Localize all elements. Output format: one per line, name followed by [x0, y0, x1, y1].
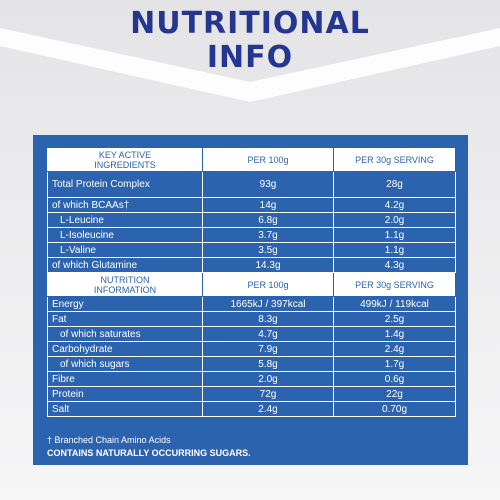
- row-label: Energy: [47, 296, 203, 312]
- header-text: PER 100g: [247, 154, 289, 165]
- table-row: Total Protein Complex 93g 28g: [47, 171, 456, 198]
- table-row: Salt 2.4g 0.70g: [47, 401, 456, 417]
- row-value: 0.70g: [333, 401, 456, 417]
- table-row: of which saturates 4.7g 1.4g: [47, 326, 456, 342]
- header-cell: PER 100g: [202, 272, 334, 297]
- nutrition-table: KEY ACTIVE INGREDIENTS PER 100g PER 30g SE…: [47, 147, 456, 417]
- row-label: L-Leucine: [47, 212, 203, 228]
- row-label: of which sugars: [47, 356, 203, 372]
- row-value: 8.3g: [202, 311, 334, 327]
- header-cell: PER 100g: [202, 147, 334, 172]
- header-row: KEY ACTIVE INGREDIENTS PER 100g PER 30g SE…: [47, 147, 456, 172]
- row-value: 72g: [202, 386, 334, 402]
- table-row: Carbohydrate 7.9g 2.4g: [47, 341, 456, 357]
- nutrition-panel: KEY ACTIVE INGREDIENTS PER 100g PER 30g SE…: [33, 135, 468, 465]
- row-label: of which BCAAs†: [47, 197, 203, 213]
- table-row: Fibre 2.0g 0.6g: [47, 371, 456, 387]
- header-row: NUTRITION INFORMATION PER 100g PER 30g SER…: [47, 272, 456, 297]
- row-value: 14.3g: [202, 257, 334, 273]
- row-value: 0.6g: [333, 371, 456, 387]
- row-value: 1.1g: [333, 227, 456, 243]
- chevron: [0, 28, 500, 102]
- row-value: 4.2g: [333, 197, 456, 213]
- row-value: 1.1g: [333, 242, 456, 258]
- row-value: 22g: [333, 386, 456, 402]
- table-row: L-Valine 3.5g 1.1g: [47, 242, 456, 258]
- row-value: 2.0g: [202, 371, 334, 387]
- footnote: CONTAINS NATURALLY OCCURRING SUGARS.: [47, 448, 251, 458]
- row-value: 499kJ / 119kcal: [333, 296, 456, 312]
- row-value: 6.8g: [202, 212, 334, 228]
- row-label: Total Protein Complex: [47, 171, 203, 198]
- row-label: Carbohydrate: [47, 341, 203, 357]
- header-text: NUTRITION INFORMATION: [93, 274, 157, 295]
- title-line: NUTRITIONAL: [130, 6, 370, 41]
- row-label: L-Valine: [47, 242, 203, 258]
- row-value: 93g: [202, 171, 334, 198]
- header-text: PER 100g: [247, 279, 289, 290]
- row-value: 1.7g: [333, 356, 456, 372]
- row-value: 1665kJ / 397kcal: [202, 296, 334, 312]
- row-value: 1.4g: [333, 326, 456, 342]
- header-text: KEY ACTIVE INGREDIENTS: [94, 149, 156, 170]
- row-label: Salt: [47, 401, 203, 417]
- table-row: of which Glutamine 14.3g 4.3g: [47, 257, 456, 273]
- table-row: Energy 1665kJ / 397kcal 499kJ / 119kcal: [47, 296, 456, 312]
- row-value: 2.4g: [202, 401, 334, 417]
- table-row: L-Leucine 6.8g 2.0g: [47, 212, 456, 228]
- row-value: 4.3g: [333, 257, 456, 273]
- header-cell: KEY ACTIVE INGREDIENTS: [47, 147, 203, 172]
- title-line: INFO: [206, 40, 294, 75]
- row-value: 3.7g: [202, 227, 334, 243]
- row-label: of which Glutamine: [47, 257, 203, 273]
- table-row: of which sugars 5.8g 1.7g: [47, 356, 456, 372]
- row-value: 2.5g: [333, 311, 456, 327]
- row-label: Protein: [47, 386, 203, 402]
- row-value: 14g: [202, 197, 334, 213]
- header-cell: PER 30g SERVING: [333, 147, 456, 172]
- table-row: of which BCAAs† 14g 4.2g: [47, 197, 456, 213]
- header-cell: NUTRITION INFORMATION: [47, 272, 203, 297]
- row-value: 2.0g: [333, 212, 456, 228]
- table-row: Protein 72g 22g: [47, 386, 456, 402]
- row-label: L-Isoleucine: [47, 227, 203, 243]
- row-value: 2.4g: [333, 341, 456, 357]
- row-value: 5.8g: [202, 356, 334, 372]
- header-text: PER 30g SERVING: [355, 154, 434, 165]
- table-row: L-Isoleucine 3.7g 1.1g: [47, 227, 456, 243]
- row-label: of which saturates: [47, 326, 203, 342]
- row-value: 3.5g: [202, 242, 334, 258]
- table-row: Fat 8.3g 2.5g: [47, 311, 456, 327]
- header-cell: PER 30g SERVING: [333, 272, 456, 297]
- footnote: † Branched Chain Amino Acids: [47, 435, 171, 445]
- row-label: Fibre: [47, 371, 203, 387]
- row-value: 7.9g: [202, 341, 334, 357]
- row-value: 28g: [333, 171, 456, 198]
- header-text: PER 30g SERVING: [355, 279, 434, 290]
- row-value: 4.7g: [202, 326, 334, 342]
- row-label: Fat: [47, 311, 203, 327]
